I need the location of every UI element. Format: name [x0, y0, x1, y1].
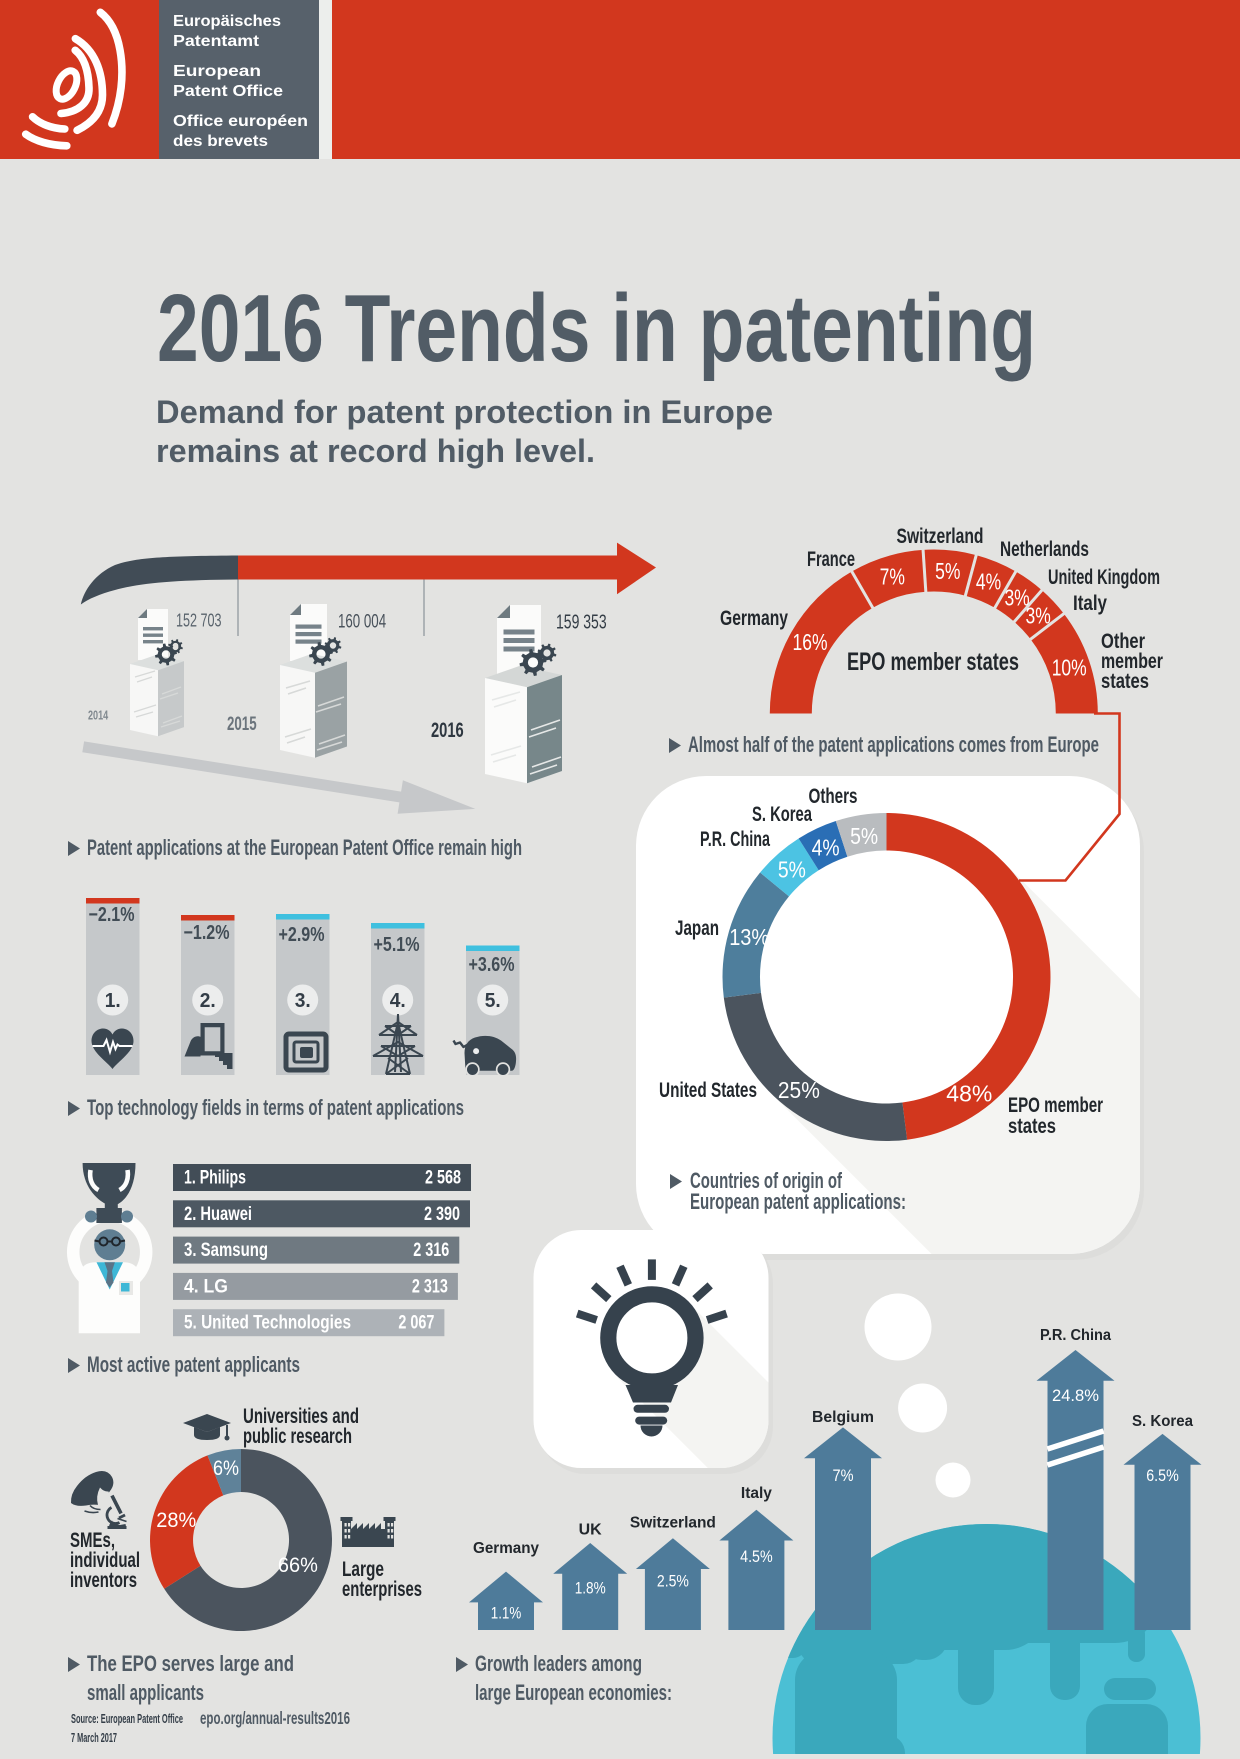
svg-text:16%: 16%	[793, 629, 828, 655]
svg-text:+2.9%: +2.9%	[279, 924, 325, 946]
svg-text:159 353: 159 353	[556, 612, 607, 634]
svg-text:France: France	[807, 548, 855, 571]
svg-text:EPO member: EPO member	[1008, 1094, 1103, 1117]
svg-text:2 313: 2 313	[412, 1276, 448, 1297]
svg-text:Japan: Japan	[675, 917, 719, 940]
svg-text:Italy: Italy	[1073, 592, 1107, 615]
svg-text:The EPO serves large and: The EPO serves large and	[87, 1651, 294, 1676]
svg-text:160 004: 160 004	[338, 612, 386, 633]
svg-text:Germany: Germany	[720, 607, 788, 630]
svg-text:1.8%: 1.8%	[575, 1580, 606, 1598]
svg-text:Others: Others	[809, 785, 858, 808]
svg-text:24.8%: 24.8%	[1052, 1387, 1099, 1405]
svg-text:2015: 2015	[227, 714, 257, 735]
svg-text:1.: 1.	[105, 990, 121, 1012]
svg-text:152 703: 152 703	[176, 611, 222, 631]
svg-text:10%: 10%	[1052, 655, 1087, 681]
svg-text:3.: 3.	[295, 990, 311, 1012]
svg-text:small applicants: small applicants	[87, 1680, 204, 1705]
svg-text:3. Samsung: 3. Samsung	[184, 1240, 268, 1261]
svg-text:remains at record high level.: remains at record high level.	[156, 433, 595, 469]
svg-text:Europäisches: Europäisches	[173, 13, 281, 30]
svg-text:Demand for patent protection i: Demand for patent protection in Europe	[156, 394, 773, 430]
svg-text:2 067: 2 067	[398, 1313, 434, 1334]
svg-text:7%: 7%	[880, 564, 905, 590]
svg-text:2.5%: 2.5%	[657, 1572, 689, 1590]
svg-text:large European economies:: large European economies:	[475, 1680, 672, 1705]
svg-text:Top technology fields in terms: Top technology fields in terms of patent…	[87, 1095, 464, 1120]
svg-text:+5.1%: +5.1%	[374, 934, 420, 956]
svg-text:European patent applications:: European patent applications:	[690, 1189, 906, 1214]
svg-text:S. Korea: S. Korea	[752, 803, 812, 826]
svg-text:inventors: inventors	[70, 1569, 137, 1592]
svg-text:Growth leaders among: Growth leaders among	[475, 1651, 642, 1676]
svg-text:1. Philips: 1. Philips	[184, 1168, 246, 1189]
svg-text:epo.org/annual-results2016: epo.org/annual-results2016	[200, 1708, 350, 1728]
svg-text:4%: 4%	[812, 835, 840, 861]
svg-text:United Kingdom: United Kingdom	[1048, 566, 1160, 589]
svg-text:Source: European Patent Office: Source: European Patent Office	[71, 1712, 183, 1726]
svg-text:3%: 3%	[1026, 603, 1051, 629]
svg-text:5%: 5%	[778, 857, 806, 883]
svg-text:2. Huawei: 2. Huawei	[184, 1204, 252, 1225]
svg-text:European: European	[173, 63, 261, 80]
svg-text:6%: 6%	[213, 1457, 239, 1480]
svg-text:EPO member states: EPO member states	[847, 648, 1019, 676]
svg-text:48%: 48%	[946, 1081, 992, 1107]
svg-text:66%: 66%	[278, 1554, 318, 1577]
svg-text:2016: 2016	[431, 719, 464, 742]
svg-text:2 390: 2 390	[424, 1204, 460, 1225]
svg-text:2 568: 2 568	[425, 1168, 461, 1189]
svg-text:Office européen: Office européen	[173, 113, 308, 130]
svg-text:−2.1%: −2.1%	[89, 904, 135, 926]
svg-text:13%: 13%	[729, 924, 769, 950]
svg-text:2 316: 2 316	[413, 1240, 449, 1261]
svg-text:28%: 28%	[156, 1509, 196, 1532]
svg-text:4.5%: 4.5%	[740, 1548, 773, 1566]
svg-text:enterprises: enterprises	[342, 1578, 422, 1601]
svg-text:4.: 4.	[390, 990, 406, 1012]
svg-text:25%: 25%	[778, 1077, 820, 1103]
svg-text:−1.2%: −1.2%	[184, 922, 230, 944]
svg-text:UK: UK	[579, 1522, 603, 1539]
svg-text:1.1%: 1.1%	[491, 1605, 522, 1623]
svg-text:Germany: Germany	[473, 1540, 539, 1557]
svg-text:Almost half of the patent appl: Almost half of the patent applications c…	[688, 732, 1099, 757]
svg-text:Patent applications at the Eur: Patent applications at the European Pate…	[87, 835, 522, 860]
svg-text:Netherlands: Netherlands	[1000, 538, 1089, 561]
svg-text:4%: 4%	[976, 568, 1001, 594]
svg-text:5%: 5%	[935, 558, 960, 584]
svg-text:Patentamt: Patentamt	[173, 33, 260, 50]
svg-text:public research: public research	[243, 1425, 352, 1448]
svg-text:S. Korea: S. Korea	[1132, 1413, 1193, 1430]
svg-text:6.5%: 6.5%	[1146, 1467, 1179, 1485]
svg-text:states: states	[1008, 1115, 1056, 1138]
svg-text:Switzerland: Switzerland	[630, 1515, 716, 1532]
svg-text:2.: 2.	[200, 990, 216, 1012]
svg-text:Belgium: Belgium	[812, 1409, 874, 1426]
svg-text:7%: 7%	[833, 1467, 854, 1485]
svg-text:Switzerland: Switzerland	[897, 525, 984, 548]
svg-text:P.R. China: P.R. China	[700, 828, 770, 851]
svg-text:4. LG: 4. LG	[184, 1276, 228, 1297]
svg-text:5. United Technologies: 5. United Technologies	[184, 1313, 351, 1334]
svg-text:7 March 2017: 7 March 2017	[71, 1731, 117, 1745]
svg-text:5%: 5%	[850, 823, 878, 849]
svg-text:5.: 5.	[485, 990, 501, 1012]
svg-text:+3.6%: +3.6%	[469, 954, 515, 976]
svg-text:2014: 2014	[88, 708, 109, 723]
svg-text:states: states	[1101, 670, 1149, 693]
svg-text:2016 Trends in patenting: 2016 Trends in patenting	[157, 275, 1036, 382]
svg-text:United States: United States	[659, 1079, 757, 1102]
svg-text:Most active patent applicants: Most active patent applicants	[87, 1352, 300, 1377]
svg-text:Italy: Italy	[741, 1485, 772, 1502]
svg-text:P.R. China: P.R. China	[1040, 1327, 1111, 1344]
svg-text:des brevets: des brevets	[173, 133, 268, 150]
svg-text:Patent Office: Patent Office	[173, 83, 283, 100]
